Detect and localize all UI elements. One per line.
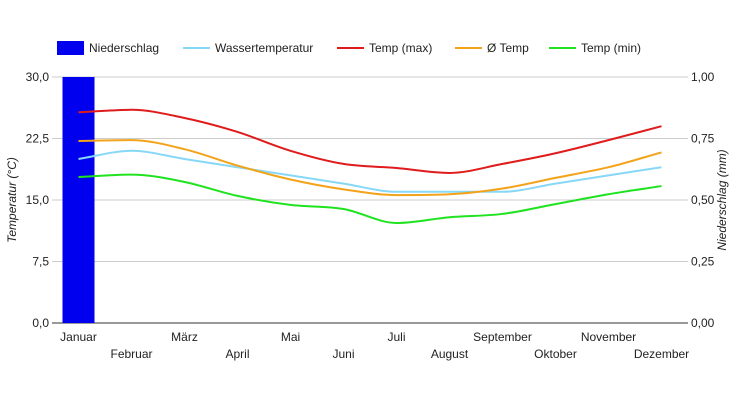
y-axis-left-title: Temperatur (°C) (5, 157, 19, 243)
x-tick-label: Oktober (534, 347, 577, 361)
legend-item: Temp (max) (337, 41, 432, 55)
series-lines (78, 108, 662, 224)
y-tick-left: 30,0 (26, 70, 50, 84)
line-temp (78, 139, 662, 197)
y-tick-right: 0,50 (691, 193, 715, 207)
legend-item: Ø Temp (455, 41, 529, 55)
axes: 0,0 7,5 15,0 22,5 30,0 0,00 0,25 0,50 0,75 1,00 Ja… (26, 70, 715, 361)
legend: Niederschlag Wassertemperatur Temp (max) Ø … (57, 41, 641, 55)
legend-label: Temp (min) (581, 41, 641, 55)
legend-label: Temp (max) (369, 41, 432, 55)
x-tick-label: Mai (281, 330, 300, 344)
bar-januar (62, 77, 95, 323)
legend-swatch (57, 41, 84, 55)
x-tick-label: Juli (387, 330, 405, 344)
y-tick-left: 7,5 (32, 255, 49, 269)
legend-label: Ø Temp (487, 41, 529, 55)
x-tick-label: Februar (110, 347, 152, 361)
y-tick-right: 1,00 (691, 70, 715, 84)
legend-item: Niederschlag (57, 41, 159, 55)
y-tick-left: 0,0 (32, 316, 49, 330)
x-tick-label: August (431, 347, 469, 361)
y-tick-left: 15,0 (26, 193, 50, 207)
legend-item: Temp (min) (549, 41, 641, 55)
legend-label: Niederschlag (89, 41, 159, 55)
x-tick-label: Januar (60, 330, 97, 344)
x-tick-label: Juni (332, 347, 354, 361)
x-tick-label: September (473, 330, 532, 344)
grid (52, 76, 688, 324)
bars (62, 77, 95, 323)
line-wassertemperatur (78, 149, 662, 193)
legend-item: Wassertemperatur (183, 41, 313, 55)
line-temp-max (78, 108, 662, 174)
x-tick-label: Dezember (634, 347, 689, 361)
y-tick-right: 0,75 (691, 132, 715, 146)
y-axis-right-title: Niederschlag (mm) (715, 149, 729, 250)
legend-label: Wassertemperatur (215, 41, 313, 55)
y-tick-right: 0,00 (691, 316, 715, 330)
x-tick-label: November (581, 330, 636, 344)
y-tick-right: 0,25 (691, 255, 715, 269)
x-tick-label: März (171, 330, 198, 344)
line-temp-min (78, 173, 662, 224)
x-tick-label: April (225, 347, 249, 361)
y-tick-left: 22,5 (26, 132, 50, 146)
